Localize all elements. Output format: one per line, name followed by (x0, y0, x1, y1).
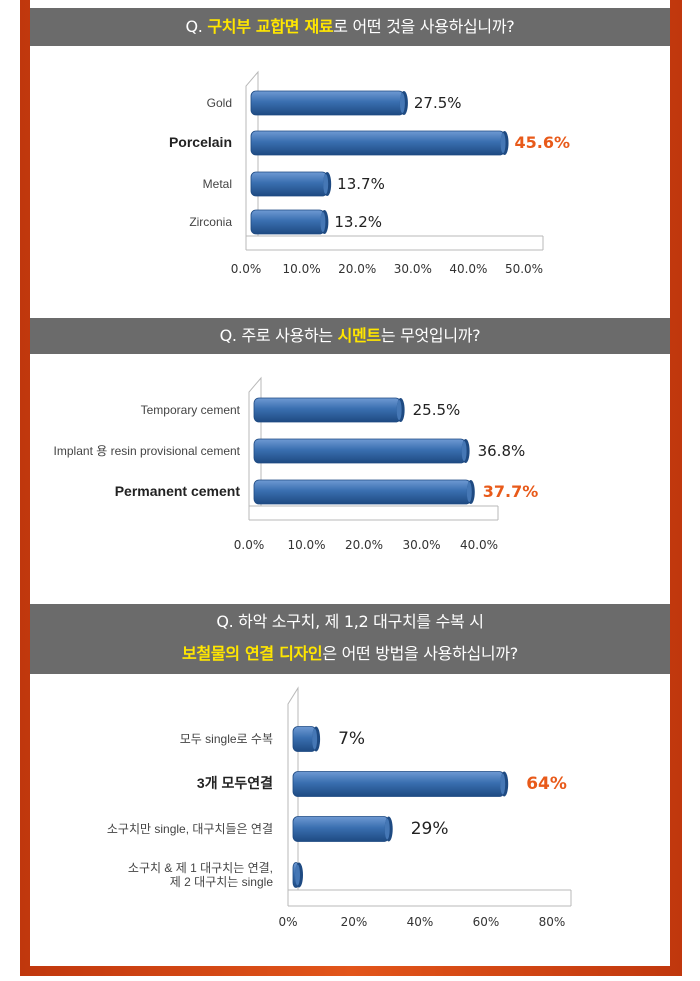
bar-end-highlight (396, 400, 402, 420)
x-tick-label: 50.0% (505, 262, 543, 276)
category-label: Gold (207, 96, 232, 110)
bar-group (253, 479, 475, 505)
bar-group (250, 209, 329, 235)
question-1-banner: Q. 구치부 교합면 재료로 어떤 것을 사용하십니까? (30, 8, 670, 46)
bar-end-highlight (500, 133, 506, 153)
x-tick-label: 30.0% (394, 262, 432, 276)
bar-end-highlight (500, 773, 506, 795)
value-label: 64% (526, 774, 567, 794)
x-tick-label: 30.0% (402, 538, 440, 552)
x-tick-label: 40% (407, 915, 434, 929)
x-tick-label: 80% (539, 915, 566, 929)
bar (292, 816, 390, 842)
x-tick-label: 0.0% (231, 262, 262, 276)
x-tick-label: 0.0% (234, 538, 265, 552)
bar-group (253, 397, 405, 423)
bar-group (250, 130, 509, 156)
floor (288, 889, 572, 907)
value-label: 36.8% (478, 442, 526, 460)
question-3-banner: Q. 하악 소구치, 제 1,2 대구치를 수복 시 보철물의 연결 디자인은 … (30, 604, 670, 674)
category-label: Permanent cement (115, 483, 241, 499)
question-2-banner: Q. 주로 사용하는 시멘트는 무엇입니까? (30, 318, 670, 354)
value-label: 25.5% (413, 401, 461, 419)
bar-end-highlight (399, 93, 405, 113)
category-label: 3개 모두연결 (197, 775, 273, 791)
bar-end-highlight (461, 441, 467, 461)
bar-end-highlight (320, 212, 326, 232)
bar-end-highlight (295, 864, 300, 886)
bar-group (292, 726, 321, 752)
category-label: 모두 single로 수복 (180, 732, 273, 746)
bar-group (253, 438, 470, 464)
category-label: Implant 용 resin provisional cement (54, 444, 241, 458)
x-tick-label: 20% (341, 915, 368, 929)
category-label: 제 2 대구치는 single (170, 875, 274, 889)
x-tick-label: 10.0% (287, 538, 325, 552)
x-tick-label: 10.0% (283, 262, 321, 276)
floor (246, 235, 544, 251)
question-2-suffix: 는 무엇입니까? (380, 326, 481, 345)
category-label: 소구치만 single, 대구치들은 연결 (107, 822, 273, 836)
bar-end-highlight (384, 818, 390, 840)
value-label: 37.7% (483, 482, 539, 501)
x-tick-label: 20.0% (345, 538, 383, 552)
bar (292, 771, 505, 797)
bar-group (292, 816, 393, 842)
question-2-prefix: Q. 주로 사용하는 (219, 326, 338, 345)
category-label: Temporary cement (141, 403, 241, 417)
bar-group (292, 862, 303, 888)
value-label: 13.7% (337, 175, 385, 193)
bar-group (250, 90, 408, 116)
category-label: Zirconia (189, 215, 232, 229)
value-label: 27.5% (414, 94, 462, 112)
question-1-suffix: 로 어떤 것을 사용하십니까? (333, 17, 515, 36)
question-1-prefix: Q. (185, 17, 208, 36)
x-tick-label: 40.0% (449, 262, 487, 276)
bar-end-highlight (323, 174, 329, 194)
x-tick-label: 20.0% (338, 262, 376, 276)
value-label: 29% (411, 819, 449, 839)
bar-end-highlight (312, 728, 318, 750)
question-2-highlight: 시멘트 (337, 326, 382, 345)
question-3-line1: Q. 하악 소구치, 제 1,2 대구치를 수복 시 (216, 612, 484, 631)
question-3-highlight: 보철물의 연결 디자인 (182, 644, 323, 663)
value-label: 13.2% (334, 213, 382, 231)
value-label: 7% (338, 729, 365, 749)
x-tick-label: 0% (278, 915, 297, 929)
bar-group (250, 171, 332, 197)
x-tick-label: 60% (473, 915, 500, 929)
category-label: Metal (203, 177, 232, 191)
question-3-suffix: 은 어떤 방법을 사용하십니까? (322, 644, 518, 663)
value-label: 45.6% (515, 133, 571, 152)
category-label: Porcelain (169, 134, 232, 150)
bar-end-highlight (466, 482, 472, 502)
x-tick-label: 40.0% (460, 538, 498, 552)
floor (249, 505, 499, 521)
bar-group (292, 771, 509, 797)
question-1-highlight: 구치부 교합면 재료 (207, 17, 334, 36)
category-label: 소구치 & 제 1 대구치는 연결, (128, 861, 273, 875)
